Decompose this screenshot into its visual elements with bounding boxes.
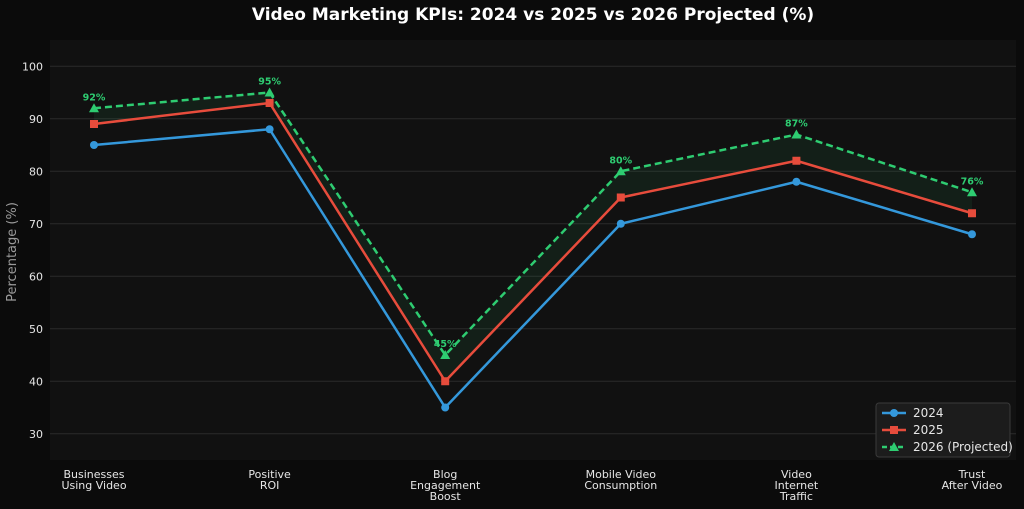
data-point xyxy=(265,99,274,107)
x-tick-label: Video Internet Traffic xyxy=(775,468,819,503)
data-point xyxy=(791,129,802,139)
y-tick-label: 100 xyxy=(22,60,43,73)
legend-label: 2025 xyxy=(913,423,944,437)
x-tick-label: Blog Engagement Boost xyxy=(410,468,481,503)
y-axis-label: Percentage (%) xyxy=(5,202,20,302)
data-point xyxy=(890,409,898,417)
fill-between-polygon xyxy=(94,92,972,382)
data-point xyxy=(89,103,99,113)
x-tick-label-line: Boost xyxy=(430,490,462,503)
data-label: 80% xyxy=(609,155,632,166)
legend-label: 2026 (Projected) xyxy=(913,440,1013,454)
x-tick-label: Mobile Video Consumption xyxy=(584,468,657,492)
data-label: 92% xyxy=(83,92,106,103)
y-tick-label: 90 xyxy=(29,113,43,126)
x-tick-label: Trust After Video xyxy=(942,468,1003,492)
legend: 2024 2025 2026 (Projected) xyxy=(875,402,1013,458)
legend-item: 2026 (Projected) xyxy=(882,440,1013,454)
legend-box xyxy=(875,402,1011,458)
data-point xyxy=(890,426,898,434)
series-line xyxy=(93,128,973,409)
data-point xyxy=(265,125,274,134)
series-lines xyxy=(89,87,977,412)
x-tick-label-line: Traffic xyxy=(779,490,813,503)
x-tick-label-line: Engagement xyxy=(410,479,481,492)
series-line xyxy=(93,101,973,383)
data-label: 87% xyxy=(785,119,808,130)
data-point xyxy=(616,193,625,202)
data-label: 95% xyxy=(258,77,281,88)
data-point xyxy=(889,442,899,451)
legend-item: 2024 xyxy=(882,406,944,420)
y-tick-label: 50 xyxy=(29,323,43,336)
y-tick-label: 70 xyxy=(29,218,43,231)
grid-lines xyxy=(50,65,1016,435)
x-tick-label-line: Trust xyxy=(958,468,986,481)
series-0 xyxy=(90,125,976,412)
data-point xyxy=(264,87,275,97)
chart-title: Video Marketing KPIs: 2024 vs 2025 vs 20… xyxy=(252,5,814,25)
legend-label: 2024 xyxy=(913,406,944,420)
y-tick-label: 30 xyxy=(29,428,43,441)
data-point xyxy=(90,120,98,128)
y-tick-label: 40 xyxy=(29,375,43,388)
data-point xyxy=(615,166,626,176)
data-point xyxy=(441,377,450,386)
data-label: 76% xyxy=(961,176,984,187)
x-tick-label-line: Mobile Video xyxy=(586,468,657,481)
x-tick-label: Positive ROI xyxy=(248,468,291,492)
data-labels: 92% 95% 45% 80% 87% 76% xyxy=(83,77,984,351)
x-tick-label-line: Blog xyxy=(433,468,457,481)
x-axis-ticks: Businesses Using Video Positive ROI Blog Enga… xyxy=(61,468,1002,503)
x-tick-label-line: After Video xyxy=(942,479,1003,492)
legend-item: 2025 xyxy=(882,423,944,437)
y-tick-label: 60 xyxy=(29,270,43,283)
x-tick-label-line: Using Video xyxy=(61,479,126,492)
x-tick-label-line: Internet xyxy=(775,479,819,492)
data-point xyxy=(440,350,451,359)
series-2 xyxy=(89,87,977,359)
data-point xyxy=(792,156,801,165)
data-point xyxy=(90,141,98,149)
data-point xyxy=(968,209,976,218)
x-tick-label: Businesses Using Video xyxy=(61,468,126,492)
y-axis-ticks: 30 40 50 60 70 80 90 100 xyxy=(22,60,43,441)
data-point xyxy=(968,230,976,239)
x-tick-label-line: ROI xyxy=(260,479,280,492)
data-point xyxy=(441,403,450,412)
data-point xyxy=(616,219,625,228)
series-1 xyxy=(90,99,976,386)
x-tick-label-line: Consumption xyxy=(584,479,657,492)
x-tick-label-line: Video xyxy=(781,468,812,481)
data-point xyxy=(967,187,977,197)
data-label: 45% xyxy=(434,339,457,350)
series-line xyxy=(93,91,973,357)
y-tick-label: 80 xyxy=(29,165,43,178)
x-tick-label-line: Businesses xyxy=(63,468,124,481)
data-point xyxy=(792,177,801,186)
fill-between-area xyxy=(94,92,972,382)
x-tick-label-line: Positive xyxy=(248,468,291,481)
